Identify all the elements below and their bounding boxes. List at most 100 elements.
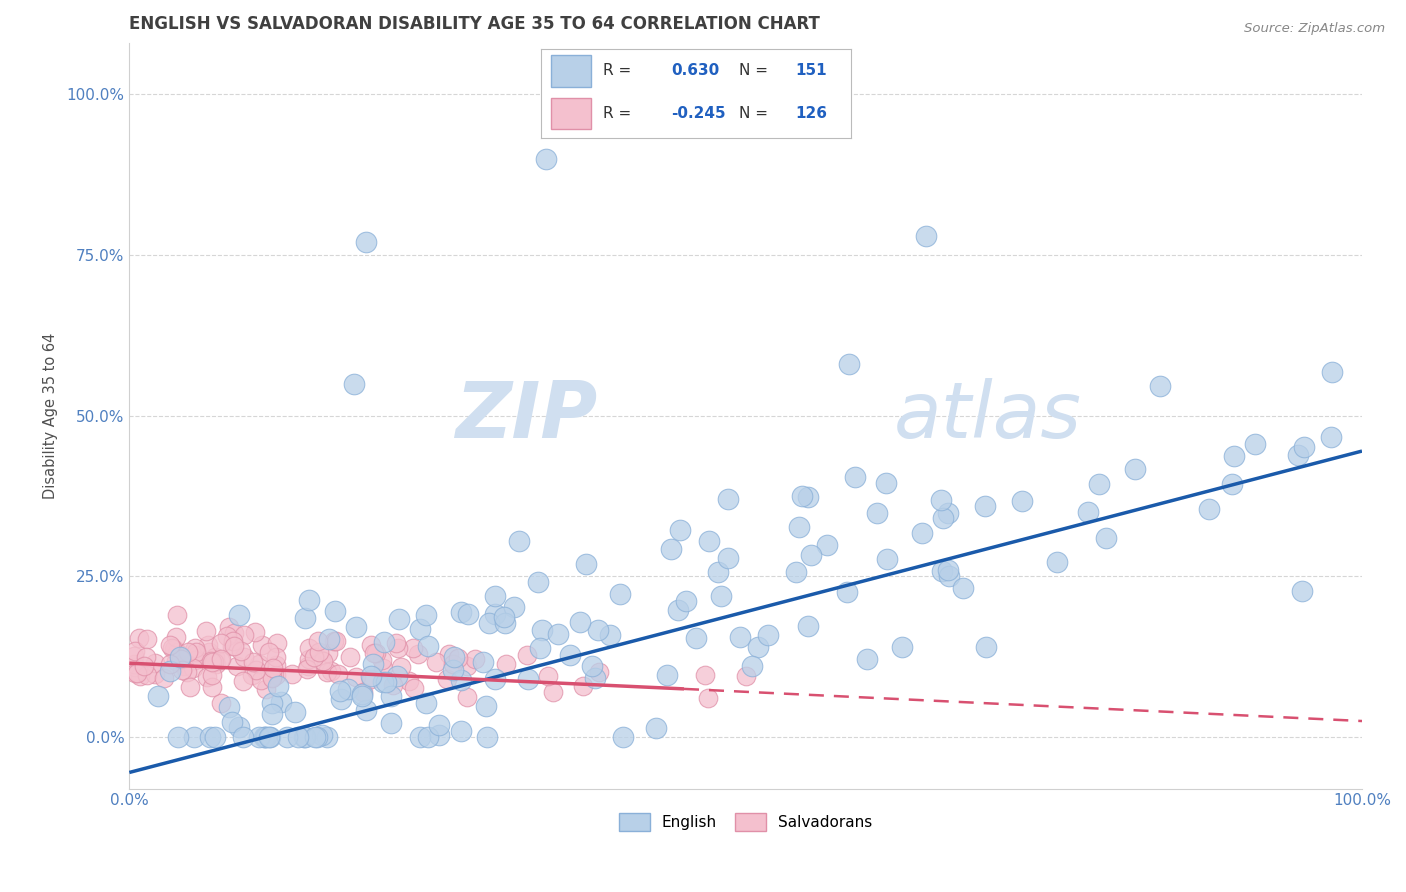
- Point: [443, 650, 465, 665]
- Point: [326, 666, 349, 681]
- Point: [366, 646, 388, 660]
- Point: [409, 622, 432, 636]
- Point: [612, 730, 634, 744]
- Point: [581, 659, 603, 673]
- Point: [264, 649, 287, 664]
- Text: R =: R =: [603, 63, 631, 78]
- Point: [503, 599, 526, 614]
- Point: [243, 624, 266, 639]
- Point: [205, 657, 228, 671]
- Point: [797, 619, 820, 633]
- Point: [316, 730, 339, 744]
- Text: 151: 151: [794, 63, 827, 78]
- Point: [398, 674, 420, 689]
- Point: [295, 662, 318, 676]
- Point: [292, 730, 315, 744]
- Point: [153, 671, 176, 685]
- Text: ZIP: ZIP: [456, 377, 598, 454]
- Point: [484, 672, 506, 686]
- Point: [697, 534, 720, 549]
- Point: [371, 653, 394, 667]
- Point: [450, 673, 472, 687]
- Point: [360, 672, 382, 686]
- Point: [484, 589, 506, 603]
- Point: [240, 668, 263, 682]
- Point: [495, 657, 517, 672]
- Point: [159, 657, 181, 671]
- Point: [436, 673, 458, 687]
- Point: [380, 716, 402, 731]
- Point: [835, 585, 858, 599]
- Point: [756, 628, 779, 642]
- Point: [197, 638, 219, 652]
- Point: [247, 657, 270, 672]
- Point: [380, 689, 402, 703]
- Point: [890, 640, 912, 655]
- Point: [259, 730, 281, 744]
- Point: [221, 715, 243, 730]
- Point: [346, 620, 368, 634]
- Point: [516, 672, 538, 686]
- Point: [198, 645, 221, 659]
- Text: ENGLISH VS SALVADORAN DISABILITY AGE 35 TO 64 CORRELATION CHART: ENGLISH VS SALVADORAN DISABILITY AGE 35 …: [129, 15, 820, 33]
- Point: [1286, 448, 1309, 462]
- Point: [427, 718, 450, 732]
- Point: [176, 665, 198, 680]
- Point: [281, 667, 304, 681]
- Point: [170, 651, 193, 665]
- Point: [425, 655, 447, 669]
- Point: [232, 628, 254, 642]
- Point: [415, 607, 437, 622]
- Point: [124, 644, 146, 658]
- Point: [1292, 440, 1315, 454]
- Point: [575, 557, 598, 571]
- Point: [815, 538, 838, 552]
- Point: [385, 636, 408, 650]
- Point: [361, 657, 384, 672]
- Point: [297, 659, 319, 673]
- Point: [373, 675, 395, 690]
- Point: [253, 730, 276, 744]
- Point: [217, 629, 239, 643]
- Point: [866, 506, 889, 520]
- Point: [728, 630, 751, 644]
- Point: [262, 706, 284, 721]
- Point: [389, 660, 412, 674]
- Point: [124, 665, 146, 680]
- Point: [222, 639, 245, 653]
- Point: [298, 593, 321, 607]
- Point: [218, 620, 240, 634]
- Text: N =: N =: [740, 106, 768, 121]
- Point: [204, 730, 226, 744]
- Point: [122, 649, 145, 664]
- Point: [181, 661, 204, 675]
- Point: [202, 655, 225, 669]
- Point: [179, 680, 201, 694]
- Point: [360, 638, 382, 652]
- Point: [494, 609, 516, 624]
- Point: [382, 678, 405, 692]
- Point: [1046, 556, 1069, 570]
- Point: [1088, 477, 1111, 491]
- Point: [911, 526, 934, 541]
- Point: [456, 658, 478, 673]
- Point: [260, 696, 283, 710]
- Point: [224, 626, 246, 640]
- Text: -0.245: -0.245: [671, 106, 725, 121]
- Point: [437, 647, 460, 661]
- Text: atlas: atlas: [894, 377, 1081, 454]
- Point: [1222, 450, 1244, 464]
- Point: [387, 669, 409, 683]
- Point: [531, 624, 554, 638]
- Point: [254, 682, 277, 697]
- Point: [406, 647, 429, 661]
- Point: [876, 552, 898, 566]
- Point: [229, 643, 252, 657]
- Point: [697, 691, 720, 706]
- Point: [1011, 494, 1033, 508]
- Point: [325, 634, 347, 648]
- Point: [494, 616, 516, 631]
- Point: [344, 670, 367, 684]
- Point: [125, 665, 148, 680]
- Legend: English, Salvadorans: English, Salvadorans: [613, 807, 879, 837]
